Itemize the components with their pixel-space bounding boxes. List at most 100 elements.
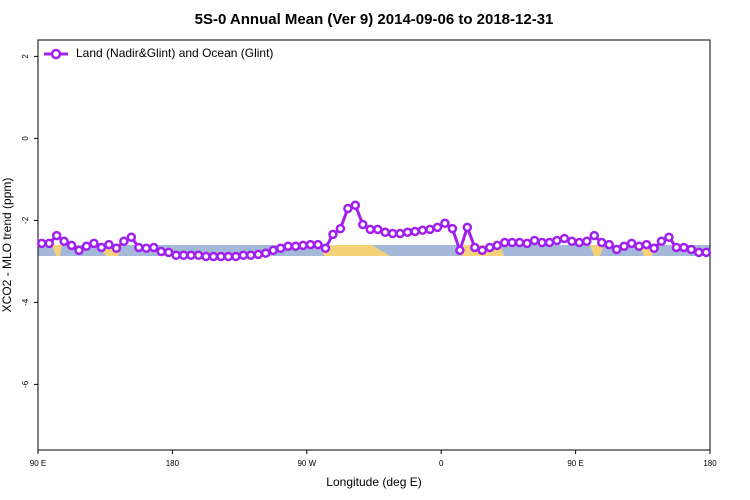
data-point (589, 230, 600, 241)
data-point (402, 227, 413, 238)
data-point (649, 243, 659, 254)
data-point (440, 218, 450, 229)
data-point (238, 250, 249, 260)
chart-title: 5S-0 Annual Mean (Ver 9) 2014-09-06 to 2… (195, 11, 554, 28)
data-point (178, 250, 189, 260)
data-point (298, 240, 308, 251)
data-point (410, 226, 420, 237)
y-tick-label: -4 (21, 298, 30, 306)
y-axis-label: XCO2 - MLO trend (ppm) (0, 178, 14, 313)
x-axis-label: Longitude (deg E) (326, 475, 421, 489)
data-point (455, 245, 465, 256)
x-tick-label: 0 (439, 459, 444, 468)
x-tick-label: 90 E (30, 459, 46, 468)
data-point (275, 243, 286, 254)
data-point (208, 251, 219, 262)
land-strip (52, 245, 62, 256)
data-point (462, 222, 473, 233)
data-point (126, 232, 137, 242)
data-point (283, 241, 293, 251)
data-point (231, 251, 241, 262)
data-point (604, 239, 614, 250)
data-point (260, 248, 271, 258)
data-point (544, 237, 555, 248)
data-point (522, 238, 532, 249)
data-point (574, 237, 585, 248)
data-point (328, 229, 338, 240)
data-point (537, 237, 547, 248)
data-point (432, 222, 443, 233)
data-point (171, 250, 181, 260)
data-point (425, 224, 435, 235)
data-point (141, 243, 152, 254)
data-point (104, 239, 114, 250)
data-point (223, 251, 234, 262)
land-strip (320, 245, 390, 256)
data-point (111, 243, 122, 254)
data-point (395, 228, 405, 239)
legend-marker (50, 48, 62, 60)
data-point (81, 241, 92, 251)
data-point (320, 243, 331, 254)
data-point (484, 242, 495, 253)
x-tick-label: 180 (166, 459, 180, 468)
data-point (201, 251, 211, 262)
data-point (335, 223, 346, 234)
data-point (36, 238, 47, 249)
data-point (313, 239, 323, 250)
y-tick-label: 0 (21, 136, 30, 141)
data-point (96, 242, 107, 253)
y-tick-label: -6 (21, 380, 30, 388)
data-point (626, 238, 637, 249)
data-point (268, 245, 278, 256)
data-point (656, 236, 667, 247)
data-point (365, 224, 376, 235)
data-point (89, 238, 99, 249)
data-point (611, 244, 622, 255)
data-point (559, 233, 570, 244)
data-point (596, 237, 607, 248)
data-point (679, 242, 689, 253)
data-point (567, 236, 577, 247)
data-point (417, 225, 428, 235)
data-point (499, 237, 510, 248)
data-point (134, 242, 144, 253)
data-point (694, 247, 704, 258)
data-point (671, 242, 682, 253)
data-point (641, 239, 652, 250)
data-point (686, 244, 697, 255)
x-tick-label: 180 (703, 459, 717, 468)
data-point (447, 223, 458, 234)
data-point (163, 247, 174, 258)
y-tick-label: -2 (21, 216, 30, 224)
data-point (470, 242, 480, 253)
data-point (507, 237, 517, 248)
data-point (380, 227, 390, 238)
data-point (582, 236, 592, 247)
data-point (66, 240, 77, 251)
data-point (529, 235, 540, 246)
data-point (552, 235, 562, 246)
data-point (701, 247, 712, 258)
data-point (634, 241, 644, 251)
data-point (619, 241, 629, 251)
land-strip (590, 245, 604, 256)
data-point (305, 239, 316, 250)
legend-label: Land (Nadir&Glint) and Ocean (Glint) (76, 46, 273, 60)
data-point (156, 246, 166, 257)
data-point (148, 242, 159, 253)
data-point (343, 203, 353, 214)
data-point (253, 249, 264, 260)
data-point (350, 200, 361, 210)
y-tick-label: 2 (21, 54, 30, 59)
data-point (44, 238, 54, 249)
data-point (664, 232, 674, 242)
data-point (216, 251, 226, 262)
data-point (387, 228, 398, 239)
x-tick-label: 90 E (567, 459, 583, 468)
data-point (514, 237, 525, 248)
data-point (477, 245, 488, 256)
data-point (59, 236, 69, 247)
x-tick-label: 90 W (297, 459, 316, 468)
